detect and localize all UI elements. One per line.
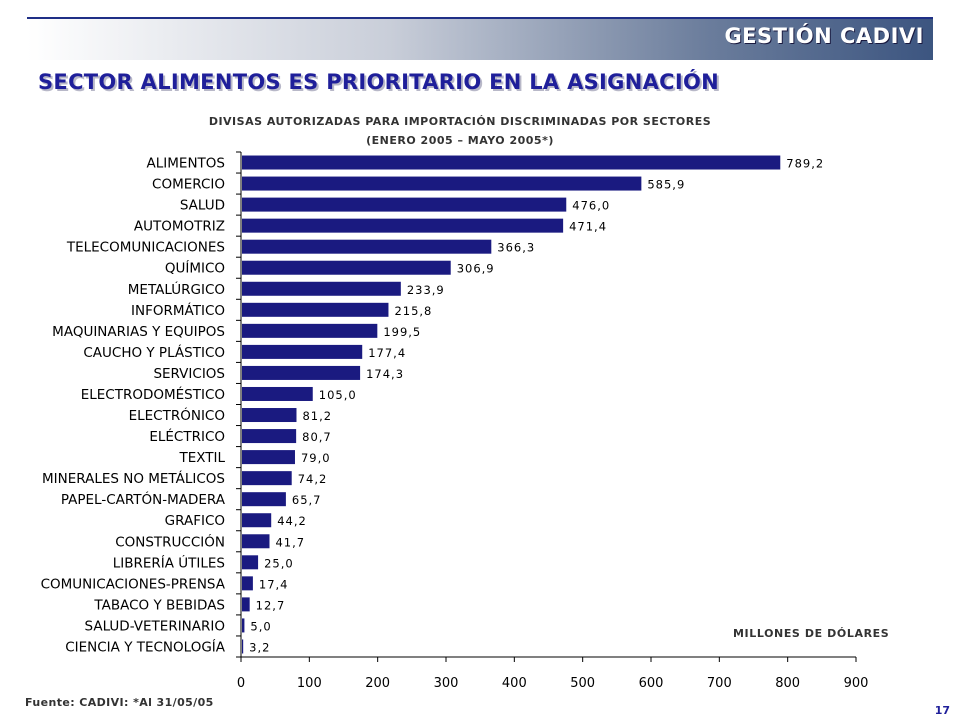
category-label: SERVICIOS — [153, 366, 225, 382]
category-label: CONSTRUCCIÓN — [115, 532, 225, 550]
value-label: 41,7 — [275, 535, 305, 549]
category-label: MINERALES NO METÁLICOS — [42, 470, 225, 487]
bar — [242, 218, 564, 233]
bar — [242, 429, 297, 444]
bar — [242, 386, 313, 401]
category-label: GRAFICO — [165, 513, 225, 529]
value-label: 5,0 — [250, 619, 271, 633]
bar — [242, 323, 378, 338]
source-note: Fuente: CADIVI: *Al 31/05/05 — [25, 696, 214, 709]
value-label: 233,9 — [407, 283, 445, 297]
value-label: 17,4 — [259, 577, 289, 591]
value-label: 471,4 — [569, 220, 607, 234]
header-band — [27, 19, 933, 60]
category-label: INFORMÁTICO — [131, 302, 225, 319]
category-label: ELECTRÓNICO — [129, 406, 225, 424]
value-label: 3,2 — [249, 640, 270, 654]
bar — [242, 450, 295, 465]
value-label: 476,0 — [572, 199, 610, 213]
bar — [242, 639, 244, 654]
category-label: ELECTRODOMÉSTICO — [81, 386, 225, 403]
bar — [242, 597, 250, 612]
category-label: ALIMENTOS — [147, 156, 225, 172]
value-label: 25,0 — [264, 556, 294, 570]
category-label: QUÍMICO — [165, 260, 225, 277]
bar — [242, 492, 286, 507]
bar — [242, 260, 451, 275]
x-tick-label: 500 — [570, 676, 595, 691]
category-label: LIBRERÍA ÚTILES — [113, 553, 225, 571]
category-label: MAQUINARIAS Y EQUIPOS — [52, 324, 225, 340]
x-tick-label: 800 — [775, 676, 800, 691]
value-label: 105,0 — [319, 388, 357, 402]
category-label: SALUD — [180, 198, 225, 214]
value-label: 74,2 — [298, 472, 328, 486]
x-tick-label: 200 — [365, 676, 390, 691]
category-label: PAPEL-CARTÓN-MADERA — [61, 490, 226, 508]
category-label: ELÉCTRICO — [149, 428, 225, 445]
bar — [242, 408, 297, 423]
bar — [242, 239, 492, 254]
bar — [242, 344, 363, 359]
chart-subtitle: (ENERO 2005 – MAYO 2005*) — [366, 134, 554, 147]
bar — [242, 176, 642, 191]
value-label: 44,2 — [277, 514, 307, 528]
value-label: 177,4 — [368, 346, 406, 360]
x-tick-label: 100 — [297, 676, 322, 691]
value-label: 789,2 — [786, 157, 824, 171]
bar — [242, 513, 272, 528]
bar — [242, 555, 259, 570]
bar — [242, 576, 253, 591]
x-tick-label: 600 — [639, 676, 664, 691]
value-label: 306,9 — [457, 262, 495, 276]
category-label: COMERCIO — [152, 177, 225, 193]
bar — [242, 534, 270, 549]
slide-title: SECTOR ALIMENTOS ES PRIORITARIO EN LA AS… — [38, 70, 719, 94]
category-label: CIENCIA Y TECNOLOGÍA — [65, 638, 226, 655]
value-label: 81,2 — [302, 409, 332, 423]
bar — [242, 197, 567, 212]
x-tick-label: 700 — [707, 676, 732, 691]
bar — [242, 302, 389, 317]
brand-title: GESTIÓN CADIVI — [724, 24, 924, 48]
value-label: 585,9 — [647, 178, 685, 192]
page-number: 17 — [934, 704, 950, 717]
value-label: 366,3 — [497, 241, 535, 255]
x-tick-label: 0 — [237, 676, 245, 691]
category-label: METALÚRGICO — [128, 280, 225, 298]
value-label: 174,3 — [366, 367, 404, 381]
value-label: 79,0 — [301, 451, 331, 465]
category-label: TEXTIL — [178, 450, 225, 466]
value-label: 215,8 — [394, 304, 432, 318]
header-rule — [27, 17, 933, 20]
chart-title: DIVISAS AUTORIZADAS PARA IMPORTACIÓN DIS… — [208, 115, 712, 128]
bar — [242, 471, 292, 486]
category-label: TABACO Y BEBIDAS — [93, 597, 225, 613]
units-label: MILLONES DE DÓLARES — [733, 627, 890, 640]
category-label: TELECOMUNICACIONES — [66, 240, 225, 256]
category-label: CAUCHO Y PLÁSTICO — [83, 344, 225, 361]
value-label: 199,5 — [383, 325, 421, 339]
x-tick-label: 400 — [502, 676, 527, 691]
bar — [242, 365, 361, 380]
bar — [242, 618, 245, 633]
value-label: 80,7 — [302, 430, 332, 444]
bar — [242, 155, 781, 170]
bar — [242, 281, 401, 296]
category-label: COMUNICACIONES-PRENSA — [41, 576, 226, 592]
x-tick-label: 900 — [844, 676, 869, 691]
x-tick-label: 300 — [434, 676, 459, 691]
value-label: 65,7 — [292, 493, 322, 507]
category-label: SALUD-VETERINARIO — [85, 618, 225, 634]
category-label: AUTOMOTRIZ — [134, 219, 225, 235]
value-label: 12,7 — [256, 598, 286, 612]
